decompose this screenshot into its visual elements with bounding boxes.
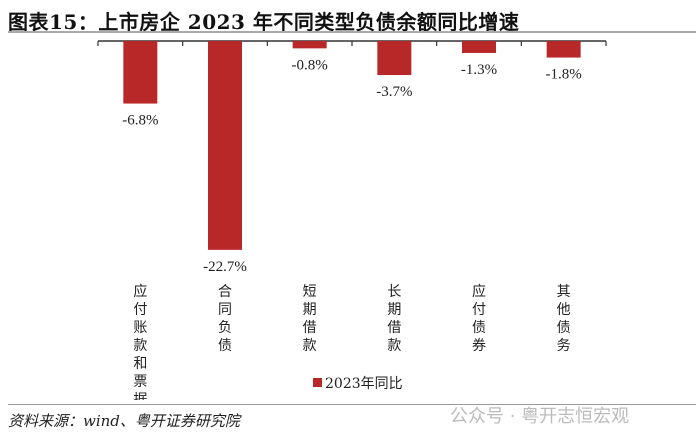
data-label: -1.8% [546,67,582,83]
category-label: 款 [387,338,401,354]
category-label: 付 [133,302,147,318]
category-label: 务 [557,338,571,354]
category-label: 账 [133,320,147,336]
legend-swatch [313,378,322,387]
category-label: 他 [557,302,571,318]
bar [292,41,327,49]
category-label: 券 [472,338,486,354]
category-label: 据 [133,392,147,400]
chart-title: 图表15：上市房企 2023 年不同类型负债余额同比增速 [8,10,520,34]
bar [208,41,242,250]
data-label: -0.8% [292,57,328,73]
category-label: 和 [133,356,147,372]
category-label: 期 [387,302,401,318]
legend-label: 2023年同比 [325,376,403,392]
category-label: 债 [218,338,232,354]
data-label: -3.7% [376,84,412,100]
bar [546,41,581,58]
source-note: 资料来源：wind、粤开证券研究院 [8,412,240,430]
bar [462,41,496,53]
bar [377,41,412,76]
bar-chart: -6.8%应付账款和票据-22.7%合同负债-0.8%短期借款-3.7%长期借款… [97,40,607,400]
data-label: -6.8% [122,113,158,129]
category-label: 款 [303,338,317,354]
bar [123,41,158,104]
category-label: 短 [303,284,317,300]
category-label: 债 [557,320,571,336]
category-label: 同 [218,302,232,318]
category-label: 借 [303,320,317,336]
category-label: 合 [218,284,232,300]
data-label: -22.7% [203,259,247,275]
category-label: 票 [133,374,147,390]
category-label: 应 [133,283,147,300]
category-label: 负 [218,320,232,336]
title-divider [8,31,696,33]
category-label: 其 [557,284,571,300]
category-label: 款 [133,338,147,354]
category-label: 应 [472,283,486,300]
category-label: 长 [387,284,401,300]
category-label: 期 [303,302,317,318]
category-label: 借 [387,320,401,336]
data-label: -1.3% [461,62,497,78]
watermark: 公众号 · 粤开志恒宏观 [450,406,630,427]
category-label: 债 [472,320,486,336]
category-label: 付 [472,302,486,318]
footer-divider [8,404,696,405]
